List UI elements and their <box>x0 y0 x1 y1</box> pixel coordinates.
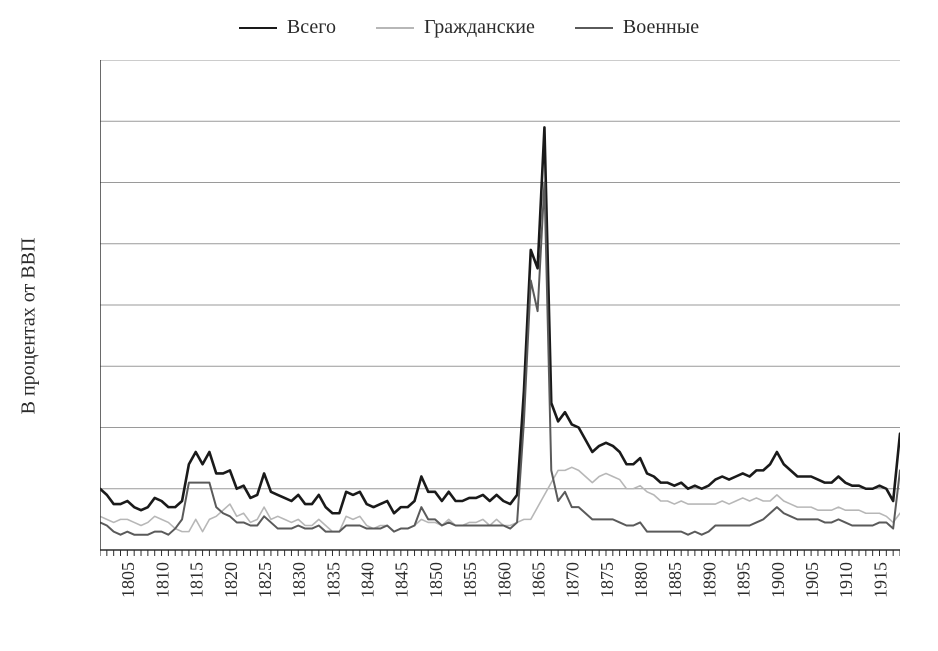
svg-text:1825: 1825 <box>255 562 275 598</box>
svg-text:1900: 1900 <box>768 562 788 598</box>
svg-text:1895: 1895 <box>734 562 754 598</box>
line-chart: Всего Гражданские Военные В процентах от… <box>0 0 938 651</box>
svg-text:1810: 1810 <box>152 562 172 598</box>
svg-text:1885: 1885 <box>665 562 685 598</box>
svg-text:1870: 1870 <box>563 562 583 598</box>
svg-text:1800: 1800 <box>100 562 104 598</box>
y-axis-label: В процентах от ВВП <box>18 237 41 414</box>
legend-swatch-civil <box>376 27 414 29</box>
svg-text:1820: 1820 <box>221 562 241 598</box>
svg-text:1850: 1850 <box>426 562 446 598</box>
grid-lines <box>100 60 900 550</box>
legend-label-total: Всего <box>287 16 336 39</box>
chart-legend: Всего Гражданские Военные <box>0 16 938 39</box>
svg-text:1880: 1880 <box>631 562 651 598</box>
svg-text:1915: 1915 <box>870 562 890 598</box>
series-group <box>100 127 900 534</box>
svg-text:1845: 1845 <box>392 562 412 598</box>
svg-text:1875: 1875 <box>597 562 617 598</box>
plot-area: 0246810121416 18001805181018151820182518… <box>100 60 900 630</box>
svg-text:1830: 1830 <box>289 562 309 598</box>
svg-text:1890: 1890 <box>699 562 719 598</box>
legend-swatch-military <box>575 27 613 29</box>
svg-text:1860: 1860 <box>494 562 514 598</box>
svg-text:1855: 1855 <box>460 562 480 598</box>
legend-label-military: Военные <box>623 16 699 39</box>
svg-text:1905: 1905 <box>802 562 822 598</box>
svg-text:1840: 1840 <box>358 562 378 598</box>
x-axis: 1800 1805 1810 1815 1820 1825 1830 1835 1840 1845… <box>100 550 900 598</box>
svg-text:1910: 1910 <box>836 562 856 598</box>
svg-text:1835: 1835 <box>323 562 343 598</box>
legend-label-civil: Гражданские <box>424 16 535 39</box>
svg-text:1815: 1815 <box>187 562 207 598</box>
legend-item-total: Всего <box>239 16 336 39</box>
svg-text:1805: 1805 <box>118 562 138 598</box>
legend-swatch-total <box>239 27 277 29</box>
legend-item-civil: Гражданские <box>376 16 535 39</box>
svg-text:1865: 1865 <box>528 562 548 598</box>
legend-item-military: Военные <box>575 16 699 39</box>
